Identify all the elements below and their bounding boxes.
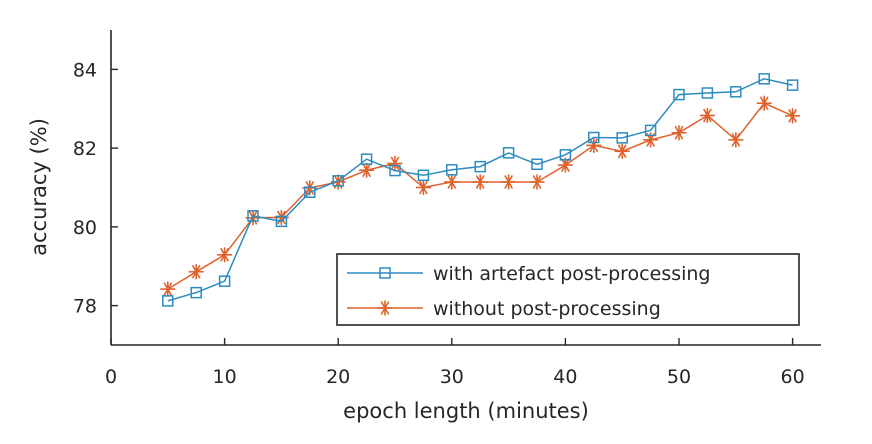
data-point-with-artefact: [559, 149, 572, 161]
data-point-without-post: [217, 247, 233, 263]
series-line-with-artefact: [167, 78, 793, 302]
data-point-without-post: [387, 155, 403, 171]
data-point-with-artefact: [786, 79, 799, 91]
legend-label-with-artefact: with artefact post-processing: [433, 263, 711, 285]
legend-label-without-post: without post-processing: [433, 298, 661, 320]
y-tick-label: 84: [73, 59, 97, 81]
legend-box: [336, 253, 800, 326]
data-point-with-artefact: [701, 87, 714, 99]
data-point-with-artefact: [247, 210, 259, 222]
data-point-with-artefact: [446, 164, 458, 176]
data-point-with-artefact: [218, 275, 231, 287]
data-point-with-artefact: [531, 158, 543, 171]
data-point-with-artefact: [389, 164, 401, 177]
x-tick-label: 30: [440, 366, 464, 388]
data-point-with-artefact: [588, 131, 600, 144]
x-tick-label: 10: [213, 366, 237, 388]
data-point-without-post: [614, 143, 630, 159]
data-point-with-artefact: [502, 147, 515, 159]
x-axis-label: epoch length (minutes): [343, 399, 589, 423]
x-tick-label: 50: [667, 366, 691, 388]
x-tick-label: 0: [105, 366, 117, 388]
data-point-without-post: [472, 174, 488, 190]
data-point-with-artefact: [616, 132, 628, 144]
x-tick-label: 20: [326, 366, 350, 388]
legend-marker-with-artefact: [379, 267, 391, 279]
y-tick-label: 80: [73, 217, 97, 239]
data-point-without-post: [501, 174, 517, 190]
data-point-with-artefact: [474, 160, 486, 173]
data-point-with-artefact: [190, 286, 202, 299]
data-point-with-artefact: [275, 215, 288, 228]
data-point-with-artefact: [162, 295, 174, 307]
data-point-with-artefact: [673, 88, 685, 101]
data-point-with-artefact: [417, 169, 430, 182]
data-point-without-post: [160, 281, 176, 297]
data-point-without-post: [671, 125, 687, 141]
y-axis-label: accuracy (%): [27, 118, 51, 256]
data-point-without-post: [359, 162, 375, 178]
y-tick-label: 78: [73, 296, 97, 318]
y-tick-label: 82: [73, 138, 97, 160]
data-point-with-artefact: [644, 124, 657, 137]
data-point-without-post: [785, 108, 801, 124]
data-point-with-artefact: [758, 73, 770, 85]
plot-area: [160, 73, 801, 307]
data-point-without-post: [756, 95, 772, 111]
data-point-without-post: [415, 180, 431, 195]
data-point-without-post: [444, 174, 460, 190]
data-point-without-post: [699, 107, 715, 123]
data-point-without-post: [188, 264, 204, 280]
data-point-with-artefact: [304, 186, 316, 198]
axes: 0 10 20 30 40 50 60 78 80 82 84: [73, 30, 821, 388]
legend-marker-without-post: [377, 300, 393, 316]
legend: with artefact post-processing without pos…: [336, 253, 800, 326]
data-point-with-artefact: [360, 153, 373, 165]
data-point-without-post: [728, 132, 744, 148]
data-point-without-post: [586, 137, 602, 153]
data-point-with-artefact: [332, 175, 344, 187]
x-tick-label: 60: [781, 366, 805, 388]
data-point-with-artefact: [730, 86, 742, 98]
data-point-without-post: [529, 174, 545, 190]
x-tick-label: 40: [553, 366, 577, 388]
